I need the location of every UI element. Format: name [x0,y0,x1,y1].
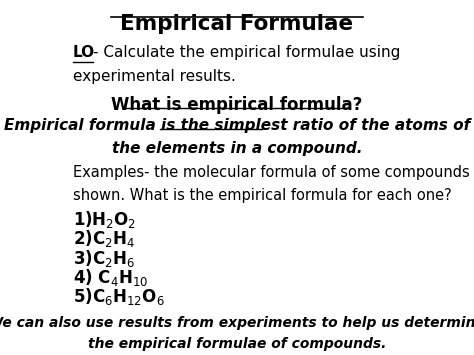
Text: shown. What is the empirical formula for each one?: shown. What is the empirical formula for… [73,188,452,203]
Text: 4) C$_4$H$_{10}$: 4) C$_4$H$_{10}$ [73,267,148,288]
Text: 1)H$_2$O$_2$: 1)H$_2$O$_2$ [73,209,136,230]
Text: 2)C$_2$H$_4$: 2)C$_2$H$_4$ [73,228,135,249]
Text: 5)C$_6$H$_{12}$O$_6$: 5)C$_6$H$_{12}$O$_6$ [73,286,165,307]
Text: Examples- the molecular formula of some compounds are: Examples- the molecular formula of some … [73,165,474,180]
Text: Empirical formula is the simplest ratio of the atoms of: Empirical formula is the simplest ratio … [4,118,470,133]
Text: - Calculate the empirical formulae using: - Calculate the empirical formulae using [93,45,400,60]
Text: We can also use results from experiments to help us determine: We can also use results from experiments… [0,316,474,330]
Text: the elements in a compound.: the elements in a compound. [111,141,362,156]
Text: experimental results.: experimental results. [73,70,236,84]
Text: What is empirical formula?: What is empirical formula? [111,95,363,114]
Text: Empirical Formulae: Empirical Formulae [120,13,354,34]
Text: LO: LO [73,45,95,60]
Text: 3)C$_2$H$_6$: 3)C$_2$H$_6$ [73,247,135,268]
Text: the empirical formulae of compounds.: the empirical formulae of compounds. [88,337,386,351]
